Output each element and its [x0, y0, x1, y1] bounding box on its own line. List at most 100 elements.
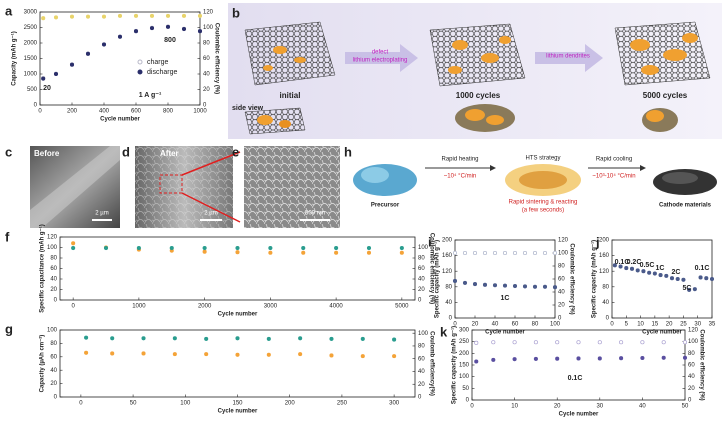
sintering-core	[519, 171, 567, 189]
data-point	[235, 250, 240, 255]
y2-tick-label: 60	[688, 363, 695, 369]
data-point	[101, 14, 107, 19]
graphene-sheet	[429, 23, 526, 132]
y-tick-label: 20	[50, 381, 57, 387]
annotation: 1C	[501, 295, 510, 302]
y-tick-label: 1500	[24, 56, 38, 62]
rate-label: ~10⁴ °C/min	[444, 173, 477, 180]
data-point	[85, 51, 91, 56]
panel-letter: j	[595, 234, 600, 249]
data-point	[692, 287, 697, 292]
x-tick-label: 200	[285, 401, 296, 407]
y2-tick-label: 40	[688, 374, 695, 380]
y2-tick-label: 120	[558, 238, 569, 244]
x-tick-label: 25	[680, 322, 687, 328]
y-tick-label: 0	[449, 316, 453, 322]
x-tick-label: 800	[163, 109, 174, 115]
y2-tick-label: 40	[558, 290, 565, 296]
data-point	[640, 340, 645, 345]
data-point	[298, 352, 303, 357]
data-point	[399, 245, 404, 251]
y-tick-label: 0	[34, 103, 38, 109]
y2-axis-label: Coulomb efficiency(%)	[428, 331, 434, 396]
zoom-arrow	[181, 151, 241, 176]
y2-axis-label: Coulombic efficiency (%)	[698, 329, 704, 400]
y2-tick-label: 20	[558, 303, 565, 309]
y-tick-label: 80	[602, 284, 609, 290]
y-tick-label: 2500	[24, 25, 38, 31]
y-tick-label: 0	[54, 395, 58, 401]
legend-marker	[137, 59, 143, 65]
x-tick-label: 60	[512, 322, 519, 328]
step-label: Cathode materials	[659, 203, 712, 209]
data-point	[84, 350, 89, 355]
data-point	[474, 359, 479, 364]
panel-letter: c	[5, 144, 12, 159]
data-point	[392, 337, 397, 342]
y2-tick-label: 0	[418, 298, 422, 304]
y-tick-label: 80	[50, 256, 57, 262]
data-point	[472, 250, 478, 256]
annotation: 0.1C	[695, 265, 710, 272]
precursor-highlight	[361, 167, 389, 183]
data-point	[399, 250, 404, 255]
annotation: 0.5C	[640, 262, 655, 269]
panel-letter: d	[122, 144, 130, 159]
arrow	[535, 44, 603, 72]
data-point	[452, 278, 458, 284]
panel-letter: g	[5, 321, 13, 336]
y2-tick-label: 100	[418, 245, 429, 251]
y-axis-label: Specific capacity (mAh g⁻¹)	[451, 326, 458, 404]
data-point	[709, 276, 715, 282]
data-point	[172, 336, 177, 341]
data-point	[661, 340, 666, 345]
data-point	[491, 357, 496, 362]
x-tick-label: 300	[389, 401, 400, 407]
data-point	[704, 276, 709, 281]
data-point	[482, 282, 488, 287]
panel-letter: b	[232, 5, 240, 20]
panel-letter: e	[232, 144, 239, 159]
data-point	[266, 352, 271, 357]
x-tick-label: 0	[610, 322, 614, 328]
x-tick-label: 15	[652, 322, 659, 328]
data-point	[197, 29, 203, 34]
y-tick-label: 20	[50, 287, 57, 293]
data-point	[618, 264, 623, 269]
cathode-highlight	[662, 172, 698, 184]
data-point	[84, 335, 89, 340]
y-tick-label: 0	[466, 398, 470, 404]
x-tick-label: 40	[492, 322, 499, 328]
data-point	[136, 245, 141, 251]
data-point	[141, 351, 146, 356]
data-point	[492, 283, 498, 288]
x-tick-label: 30	[596, 404, 603, 410]
data-point	[268, 245, 273, 251]
x-tick-label: 3000	[264, 304, 278, 310]
y-axis-label: Capacity (mAh g⁻¹)	[11, 31, 18, 86]
data-point	[197, 13, 203, 18]
y2-tick-label: 80	[688, 351, 695, 357]
x-tick-label: 10	[637, 322, 644, 328]
data-point	[117, 13, 123, 18]
graphene-sheet	[614, 21, 711, 132]
data-point	[266, 336, 271, 341]
data-point	[664, 273, 669, 278]
y-tick-label: 80	[445, 284, 452, 290]
data-point	[392, 354, 397, 359]
data-point	[133, 13, 139, 18]
graphene-sheet	[244, 21, 336, 135]
data-point	[41, 76, 46, 81]
sem-texture	[244, 146, 340, 228]
y-tick-label: 2000	[24, 41, 38, 47]
data-point	[235, 336, 240, 341]
y-tick-label: 60	[50, 354, 57, 360]
y2-tick-label: 20	[418, 382, 425, 388]
x-tick-label: 40	[639, 404, 646, 410]
step-label: Rapid heating	[441, 157, 478, 163]
data-point	[360, 354, 365, 359]
x-tick-label: 150	[232, 401, 243, 407]
data-point	[110, 336, 115, 341]
y2-tick-label: 100	[558, 251, 569, 257]
data-point	[482, 250, 488, 256]
